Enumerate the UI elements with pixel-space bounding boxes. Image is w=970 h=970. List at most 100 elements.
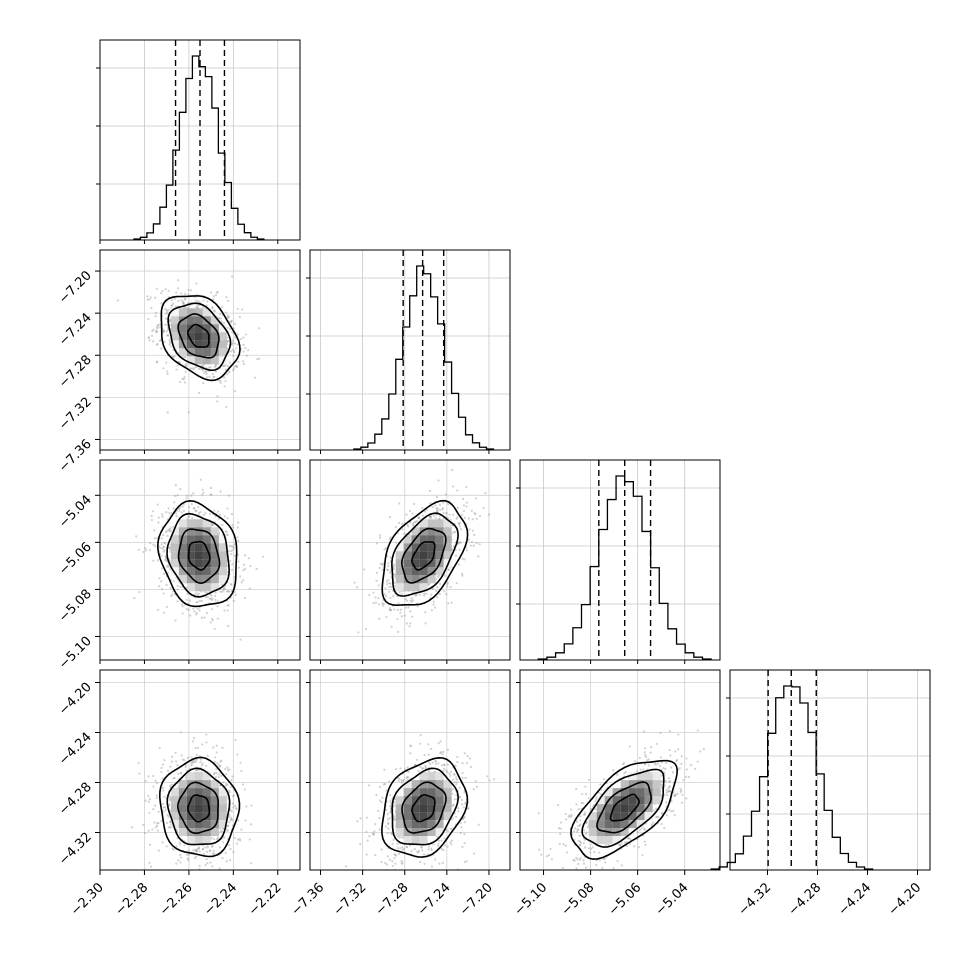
scatter-point — [192, 492, 195, 495]
scatter-point — [176, 600, 179, 603]
scatter-point — [165, 511, 168, 514]
density-cell — [210, 559, 219, 568]
scatter-point — [147, 336, 151, 339]
scatter-point — [176, 588, 179, 591]
scatter-point — [202, 365, 205, 368]
scatter-point — [237, 360, 240, 363]
density-cell — [411, 559, 420, 568]
scatter-point — [448, 513, 451, 516]
scatter-point — [233, 322, 237, 325]
scatter-point — [202, 893, 204, 895]
contour-line — [167, 302, 232, 372]
scatter-point — [213, 627, 216, 630]
scatter-point — [227, 590, 231, 593]
scatter-point — [457, 810, 460, 813]
scatter-point — [185, 364, 188, 367]
panel-frame — [309, 669, 511, 871]
scatter-point — [430, 847, 433, 850]
scatter-point — [216, 510, 220, 513]
scatter-point — [160, 766, 163, 770]
scatter-point — [411, 615, 414, 618]
density-cell — [443, 535, 452, 544]
scatter-point — [200, 764, 204, 767]
scatter-point — [386, 813, 389, 816]
scatter-point — [165, 560, 168, 563]
scatter-point — [478, 514, 482, 518]
density-cell — [218, 804, 227, 813]
scatter-point — [450, 601, 453, 604]
scatter-point — [433, 606, 437, 609]
scatter-point — [222, 841, 225, 844]
scatter-point — [386, 568, 389, 571]
scatter-point — [384, 861, 387, 865]
density-cell — [194, 551, 203, 560]
density-cell — [218, 575, 227, 584]
scatter-point — [155, 330, 158, 333]
scatter-point — [195, 850, 198, 853]
scatter-point — [237, 819, 240, 822]
scatter-point — [197, 300, 200, 303]
scatter-point — [181, 605, 184, 608]
scatter-point — [210, 837, 213, 840]
density-cell — [186, 316, 195, 325]
scatter-point — [378, 817, 381, 820]
scatter-point — [205, 733, 208, 736]
scatter-point — [456, 761, 459, 764]
scatter-point — [455, 794, 458, 797]
scatter-point — [154, 296, 157, 299]
scatter-point — [201, 306, 204, 309]
scatter-point — [149, 296, 152, 299]
scatter-point — [177, 287, 180, 290]
scatter-point — [393, 857, 396, 860]
density-cell — [411, 804, 420, 813]
scatter-point — [186, 592, 189, 595]
scatter-point — [465, 501, 468, 504]
scatter-point — [210, 845, 213, 848]
scatter-point — [245, 805, 248, 808]
density-cell — [202, 820, 211, 829]
scatter-point — [377, 603, 381, 606]
scatter-point — [460, 826, 463, 829]
scatter-point — [430, 609, 433, 612]
scatter-point — [205, 764, 208, 767]
scatter-point — [227, 494, 231, 497]
scatter-point — [154, 826, 157, 829]
scatter-point — [195, 299, 198, 302]
density-cell — [202, 788, 211, 797]
scatter-point — [380, 848, 383, 851]
scatter-point — [388, 590, 391, 593]
scatter-panel-1-0 — [99, 249, 301, 451]
scatter-point — [154, 544, 157, 548]
scatter-point — [148, 339, 151, 342]
scatter-point — [402, 847, 406, 851]
scatter-point — [206, 846, 209, 849]
scatter-point — [163, 329, 166, 333]
density-cell — [202, 836, 211, 845]
scatter-point — [156, 503, 159, 506]
scatter-point — [173, 297, 176, 300]
density-cell — [194, 332, 203, 341]
scatter-point — [222, 589, 225, 592]
density-cell — [411, 836, 420, 845]
density-cell — [443, 812, 452, 821]
scatter-point — [432, 514, 436, 517]
density-cell — [403, 559, 412, 568]
scatter-point — [224, 767, 227, 771]
scatter-point — [181, 377, 184, 380]
scatter-point — [219, 379, 222, 382]
scatter-point — [399, 767, 402, 770]
scatter-point — [182, 302, 185, 305]
scatter-point — [137, 548, 140, 551]
scatter-point — [206, 845, 209, 848]
scatter-point — [190, 761, 193, 764]
scatter-point — [231, 348, 234, 351]
scatter-point — [232, 599, 235, 602]
scatter-point — [236, 536, 239, 539]
scatter-point — [231, 331, 234, 334]
scatter-point — [157, 821, 160, 825]
scatter-point — [154, 779, 157, 782]
scatter-point — [429, 515, 432, 518]
density-cell — [403, 780, 412, 789]
panel-frame — [729, 669, 931, 871]
scatter-point — [459, 831, 462, 835]
